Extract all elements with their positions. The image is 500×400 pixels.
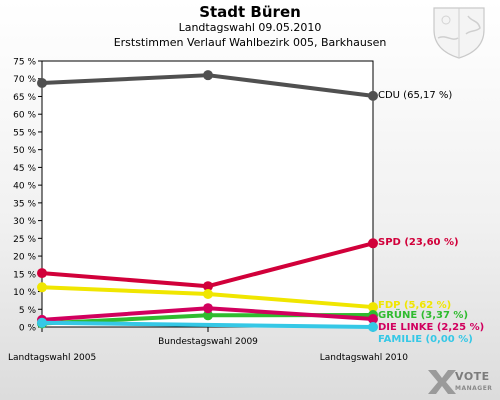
series-label: CDU (65,17 %) xyxy=(378,90,452,101)
series-label: GRÜNE (3,37 %) xyxy=(378,307,468,321)
y-tick-label: 0 % xyxy=(19,324,37,334)
data-point xyxy=(37,317,47,328)
data-point xyxy=(368,90,378,101)
series-label: FAMILIE (0,00 %) xyxy=(378,334,473,345)
y-tick-label: 60 % xyxy=(13,111,36,121)
y-tick-label: 25 % xyxy=(13,235,36,245)
data-point xyxy=(37,268,47,279)
y-tick-label: 30 % xyxy=(13,217,36,227)
data-point xyxy=(368,302,378,313)
y-tick-label: 65 % xyxy=(13,93,36,103)
y-tick-label: 20 % xyxy=(13,253,36,263)
data-point xyxy=(37,282,47,293)
x-tick-label: Bundestagswahl 2009 xyxy=(158,337,258,347)
y-tick-label: 70 % xyxy=(13,75,36,85)
data-point xyxy=(37,77,47,88)
data-point xyxy=(368,238,378,249)
logo-text-manager: MANAGER xyxy=(455,385,493,392)
data-point xyxy=(203,70,213,81)
series-line-familie xyxy=(41,320,374,329)
coat-of-arms-icon xyxy=(433,7,485,59)
series-label: SPD (23,60 %) xyxy=(378,237,459,248)
chart-title: Stadt Büren xyxy=(199,3,301,21)
y-tick-label: 10 % xyxy=(13,288,36,298)
y-tick-label: 45 % xyxy=(13,164,36,174)
y-tick-label: 75 % xyxy=(13,58,36,68)
data-point xyxy=(368,322,378,332)
y-tick-label: 5 % xyxy=(19,306,37,316)
y-tick-label: 15 % xyxy=(13,270,36,280)
chart-subtitle-district: Erststimmen Verlauf Wahlbezirk 005, Bark… xyxy=(113,36,387,49)
series-label: FDP (5,62 %) xyxy=(378,300,451,311)
logo-text-vote: VOTE xyxy=(455,370,490,383)
y-tick-label: 35 % xyxy=(13,199,36,209)
chart-subtitle: Landtagswahl 09.05.2010 xyxy=(178,21,322,34)
y-tick-label: 40 % xyxy=(13,182,36,192)
y-tick-label: 50 % xyxy=(13,146,36,156)
data-point xyxy=(203,289,213,300)
x-tick-label: Landtagswahl 2005 xyxy=(8,353,96,363)
series-label: DIE LINKE (2,25 %) xyxy=(378,322,484,333)
y-tick-label: 55 % xyxy=(13,128,36,138)
votemanager-logo-icon xyxy=(428,370,456,394)
x-tick-label: Landtagswahl 2010 xyxy=(320,353,409,363)
data-point xyxy=(203,303,213,314)
data-point xyxy=(203,310,213,321)
data-point xyxy=(368,314,378,325)
data-point xyxy=(203,281,213,292)
